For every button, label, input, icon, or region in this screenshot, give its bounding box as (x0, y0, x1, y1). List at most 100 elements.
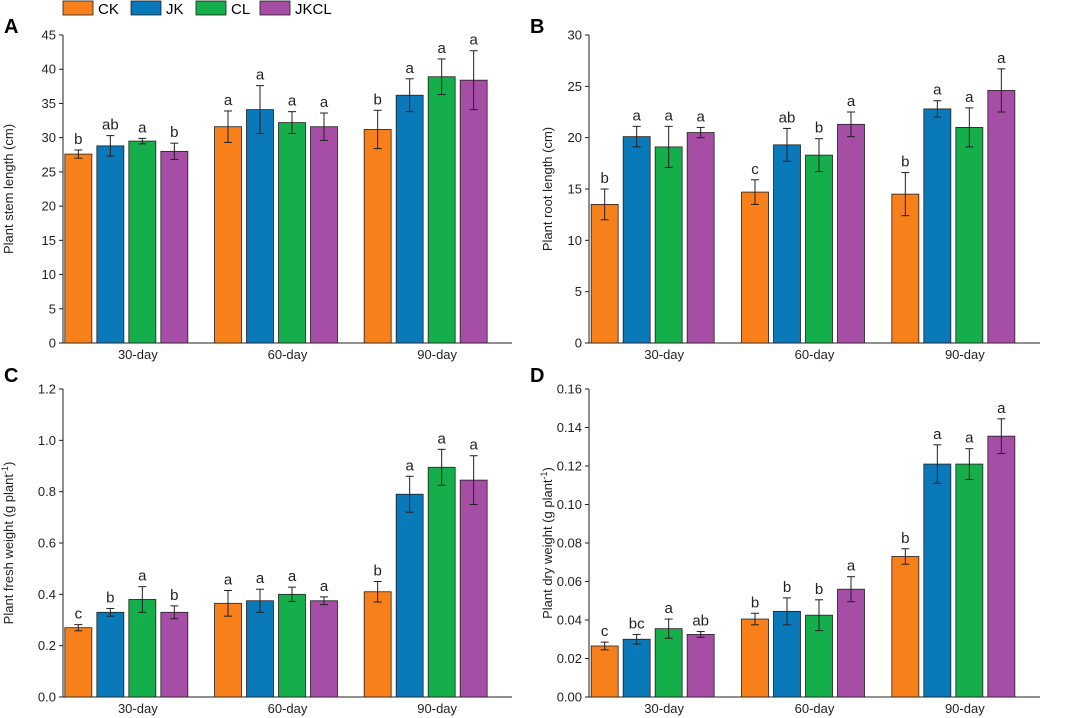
y-tick-label: 10 (568, 233, 582, 248)
bar (590, 645, 619, 698)
bar (128, 599, 157, 698)
significance-label: c (75, 606, 83, 623)
bar (590, 203, 619, 344)
y-tick-label: 0.06 (557, 574, 582, 589)
x-tick-label: 30-day (644, 347, 684, 362)
bar (214, 602, 242, 698)
significance-label: bc (629, 615, 645, 632)
significance-label: a (997, 400, 1006, 417)
significance-label: a (997, 50, 1006, 67)
significance-label: a (664, 107, 673, 124)
bar (686, 634, 715, 698)
panel-b: B 0 5 10 15 20 25 30 Plant root length (cm) 30-d… (530, 16, 1040, 362)
y-tick-label: 5 (49, 301, 56, 316)
bar (773, 144, 801, 344)
legend-swatch-jkcl (259, 0, 291, 16)
x-tick-label: 30-day (118, 701, 158, 716)
bar (837, 588, 865, 698)
significance-label: a (138, 119, 147, 136)
significance-label: b (901, 530, 909, 547)
x-tick-label: 60-day (795, 701, 835, 716)
y-tick-label: 1.0 (38, 433, 56, 448)
legend-label-cl: CL (231, 1, 250, 18)
y-tick-label: 0.10 (557, 497, 582, 512)
significance-label: b (751, 594, 759, 611)
y-tick-label: 0.4 (38, 587, 56, 602)
significance-label: ab (692, 613, 709, 630)
significance-label: b (106, 589, 114, 606)
bar (427, 466, 456, 698)
legend-swatch-cl (195, 0, 227, 16)
y-tick-label: 0.12 (557, 459, 582, 474)
significance-label: b (783, 579, 791, 596)
significance-label: b (74, 131, 82, 148)
bar (363, 591, 392, 698)
significance-label: ab (779, 109, 796, 126)
significance-label: a (437, 40, 446, 57)
y-tick-label: 0.14 (557, 420, 582, 435)
significance-label: a (437, 430, 446, 447)
bar (395, 94, 424, 344)
significance-label: a (933, 82, 942, 99)
legend-label-jk: JK (166, 1, 184, 18)
x-tick-label: 30-day (118, 347, 158, 362)
bar (310, 126, 338, 344)
y-tick-label: 0.04 (557, 613, 582, 628)
y-tick-label: 0.08 (557, 536, 582, 551)
panel-a: A 0 5 10 15 20 25 30 35 40 45 Plant stem length (c… (1, 16, 512, 362)
panel-c: C 0.0 0.2 0.4 0.6 0.8 1.0 1.2 Plant fresh weigh… (0, 365, 512, 716)
significance-label: a (224, 571, 233, 588)
y-tick-label: 45 (42, 28, 56, 43)
significance-label: a (320, 578, 329, 595)
bar (96, 611, 125, 698)
bar (805, 154, 833, 344)
bar (214, 126, 242, 344)
bar (64, 153, 93, 344)
bar (654, 146, 683, 344)
x-tick-label: 60-day (268, 347, 308, 362)
legend-swatch-jk (130, 0, 162, 16)
bar (773, 610, 801, 698)
panel-d: D 0.00 0.02 0.04 0.06 0.08 0.10 0.12 0.14 0.16 Pl… (530, 365, 1040, 716)
legend: CK JK CL JKCL (62, 0, 332, 18)
bar (741, 618, 769, 698)
y-tick-label: 30 (568, 28, 582, 43)
x-tick-label: 60-day (795, 347, 835, 362)
bar (654, 628, 683, 698)
significance-label: c (601, 623, 609, 640)
significance-label: a (256, 67, 265, 84)
bar (686, 132, 715, 344)
bar (837, 123, 865, 344)
y-axis-label: Plant dry weight (g plant-1) (539, 467, 555, 619)
bar (246, 109, 274, 344)
bar (459, 479, 488, 698)
significance-label: a (965, 430, 974, 447)
significance-label: a (138, 568, 147, 585)
y-tick-label: 15 (568, 182, 582, 197)
y-tick-label: 0.00 (557, 690, 582, 705)
y-tick-label: 15 (42, 233, 56, 248)
x-tick-label: 90-day (417, 701, 457, 716)
significance-label: c (751, 161, 759, 178)
y-tick-label: 30 (42, 130, 56, 145)
bar (622, 136, 651, 344)
significance-label: a (320, 94, 329, 111)
y-axis-label: Plant fresh weight (g plant-1) (0, 462, 16, 625)
y-tick-label: 0.0 (38, 690, 56, 705)
bar (278, 122, 306, 344)
bar (160, 611, 189, 698)
panel-letter: A (4, 16, 18, 38)
y-tick-label: 40 (42, 62, 56, 77)
significance-label: b (901, 154, 909, 171)
significance-label: a (288, 93, 297, 110)
bar (363, 129, 392, 344)
panel-letter: B (530, 16, 544, 38)
significance-label: a (965, 89, 974, 106)
y-tick-label: 10 (42, 267, 56, 282)
significance-label: a (632, 107, 641, 124)
y-tick-label: 0.8 (38, 484, 56, 499)
y-tick-label: 0 (49, 336, 56, 351)
significance-label: a (256, 570, 265, 587)
bar (459, 79, 488, 344)
